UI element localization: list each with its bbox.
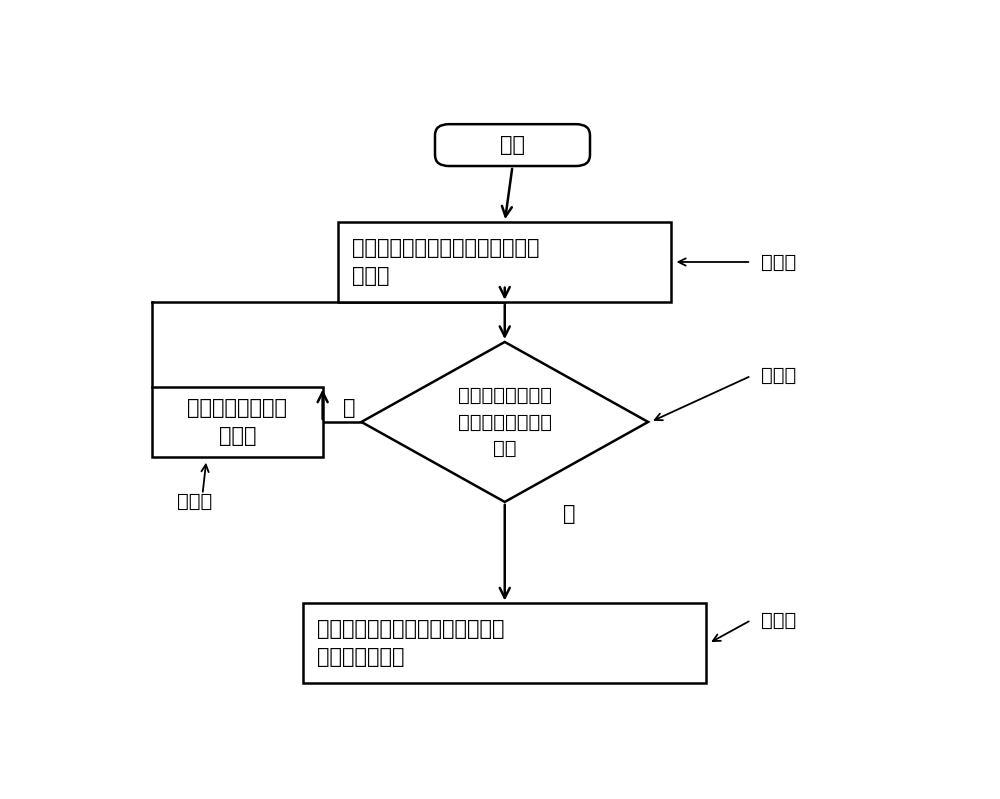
Bar	[338, 222, 671, 302]
Text: 将数据存储并进入
下一路: 将数据存储并进入 下一路	[187, 398, 287, 446]
Bar	[152, 387, 323, 457]
Text: 手动选择传感器，并对该传感器进
行编号: 手动选择传感器，并对该传感器进 行编号	[352, 238, 540, 286]
Text: 步骤一: 步骤一	[761, 252, 796, 272]
Text: 是: 是	[563, 504, 575, 524]
Text: 否: 否	[344, 399, 356, 419]
Text: 开始: 开始	[500, 135, 525, 155]
Text: 步骤三: 步骤三	[761, 610, 796, 630]
Text: 将原有的输入信号送入模数转换器
内，并进行存储: 将原有的输入信号送入模数转换器 内，并进行存储	[317, 619, 505, 667]
Text: 步骤四: 步骤四	[177, 492, 212, 511]
Text: 步骤二: 步骤二	[761, 366, 796, 385]
FancyBboxPatch shape	[435, 124, 590, 166]
Text: 依次判断该路信号
是否需要进行数模
转换: 依次判断该路信号 是否需要进行数模 转换	[458, 386, 552, 458]
Polygon shape	[361, 342, 648, 502]
Bar	[303, 603, 706, 683]
